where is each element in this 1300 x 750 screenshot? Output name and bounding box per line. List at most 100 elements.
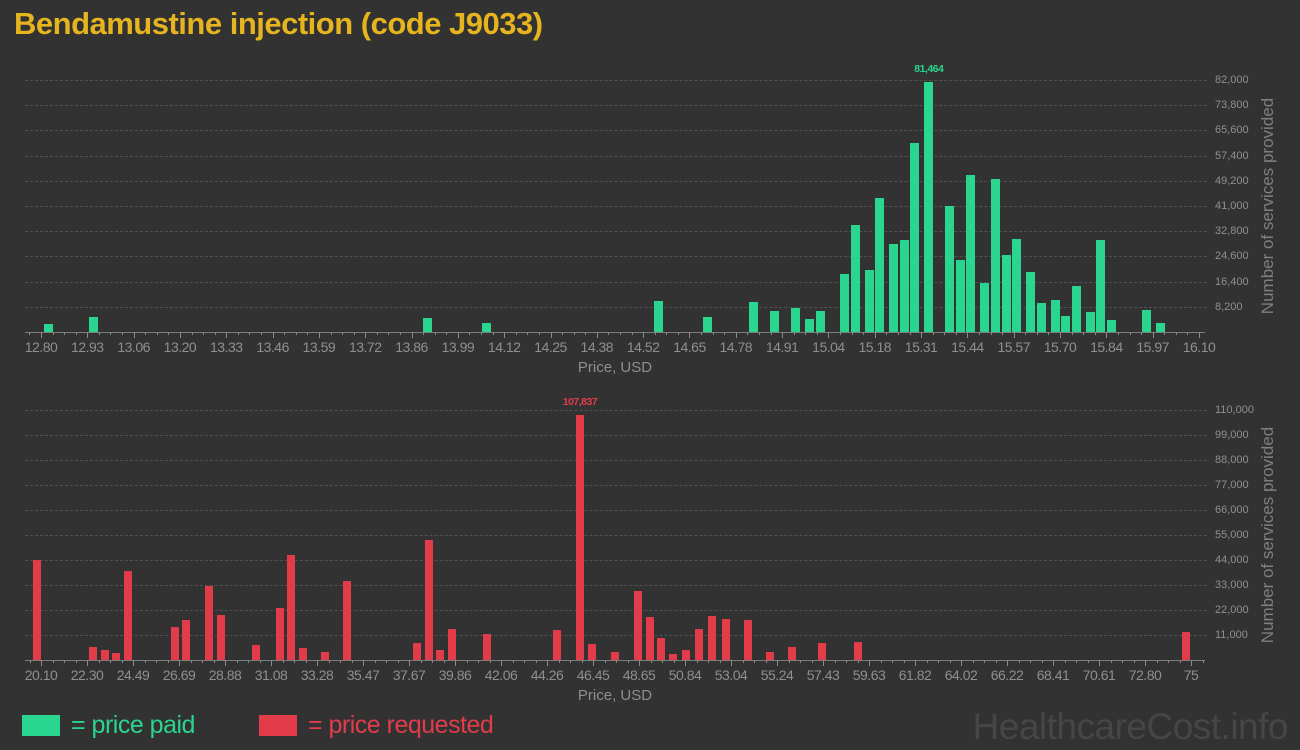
x-axis-tick [1122,660,1123,663]
x-axis-tick [75,660,77,663]
x-axis-tick [828,332,830,338]
x-axis-tick [1099,660,1100,666]
x-tick-label: 44.26 [530,667,564,683]
x-axis-tick [203,332,205,335]
x-axis-tick [443,660,445,663]
y-tick-label: 82,000 [1215,74,1249,86]
x-axis-tick [272,332,274,338]
x-axis-tick [386,660,387,663]
x-axis-tick [64,660,65,663]
x-axis-tick [133,660,134,666]
x-axis-tick [179,332,181,338]
x-axis-tick [1041,660,1043,663]
x-tick-label: 68.41 [1036,667,1070,683]
x-axis-tick [353,332,355,335]
y-tick-label: 41,000 [1215,200,1249,212]
y-tick-label: 57,400 [1215,149,1249,162]
x-tick-label: 61.82 [898,667,932,683]
x-axis-tick [938,660,939,663]
y-tick-label: 24,600 [1215,250,1249,263]
gridline [25,105,1207,107]
x-tick-label: 35.47 [346,667,380,683]
gridline [25,585,1207,586]
y-tick-label: 11,000 [1215,629,1248,641]
x-axis-tick [259,660,261,663]
x-tick-label: 15.44 [951,339,984,355]
y-tick-label: 55,000 [1215,529,1249,541]
y-tick-label: 44,000 [1215,554,1249,566]
histogram-bar [111,652,120,660]
x-axis-tick [52,660,54,663]
histogram-bar [1012,238,1022,332]
histogram-bar [817,643,826,660]
x-axis-tick [1106,332,1108,338]
histogram-bar [1096,239,1106,332]
histogram-bar [171,626,180,660]
histogram-bar [804,319,814,332]
x-axis-tick [834,660,836,663]
x-axis-tick [1036,332,1038,335]
histogram-bar [205,585,214,660]
histogram-bar [482,634,491,660]
gridline [25,231,1207,233]
x-tick-label: 53.04 [714,667,748,683]
x-axis-tick [1187,332,1189,335]
x-axis-tick [869,660,870,666]
histogram-bar [966,174,976,332]
histogram-bar [850,224,860,332]
x-axis-tick [284,332,286,335]
y-tick-label: 110,000 [1215,404,1254,416]
x-tick-label: 13.59 [302,339,336,355]
x-tick-label: 14.52 [626,339,660,355]
x-axis-tick [457,332,459,338]
gridline [25,460,1207,461]
x-tick-label: 12.93 [71,339,104,355]
x-axis-tick [770,332,772,335]
histogram-bar [123,570,132,660]
x-axis-tick [145,332,147,335]
x-axis-tick [777,660,778,666]
x-axis-tick [434,332,436,335]
histogram-bar [89,316,99,332]
x-axis-tick [64,332,66,335]
x-axis-tick [397,660,399,663]
x-axis-tick [524,660,525,663]
x-tick-label: 15.57 [997,339,1030,355]
x-axis-tick [399,332,401,335]
x-axis-tick [1013,332,1015,338]
y-axis-title: Number of services provided [1258,426,1277,644]
peak-value-label: 81,464 [914,62,944,75]
x-axis-tick [915,660,916,666]
x-axis-tick [374,660,376,663]
y-tick-label: 99,000 [1215,429,1249,441]
y-tick-label: 8,200 [1215,300,1243,313]
x-axis-tick [1202,660,1204,663]
x-tick-label: 66.22 [990,667,1024,683]
x-axis-tick [851,332,853,335]
x-axis-tick [1087,660,1089,663]
x-axis-tick [631,332,633,335]
gridline [25,635,1207,636]
x-axis-tick [570,660,571,663]
x-axis-tick [87,660,88,666]
x-axis-tick [365,332,367,338]
histogram-bar [43,324,53,332]
x-axis-tick [144,660,146,663]
histogram-bar [681,650,690,660]
x-tick-label: 39.86 [438,667,472,683]
x-axis-tick [388,332,390,335]
x-axis-tick [932,332,934,335]
histogram-bar [853,641,862,660]
x-axis-tick [501,660,502,666]
x-axis-tick [573,332,575,335]
x-axis-title: Price, USD [577,359,653,376]
y-tick-label: 77,000 [1215,479,1249,491]
x-axis-tick [469,332,471,335]
x-axis-tick [305,660,307,663]
x-axis-tick [432,660,433,663]
histogram-bar [633,590,642,660]
x-tick-label: 14.12 [487,339,521,355]
histogram-bar [1026,271,1036,332]
x-axis-tick [294,660,295,663]
x-axis-tick [179,660,180,666]
